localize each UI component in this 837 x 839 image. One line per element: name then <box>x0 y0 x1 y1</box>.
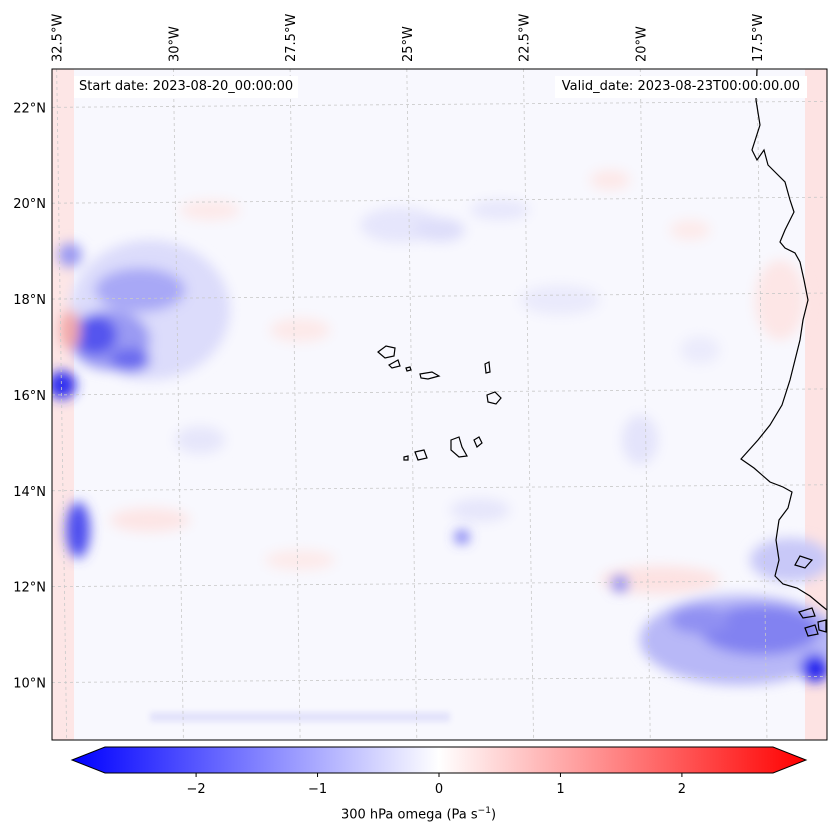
island-santa-luzia <box>405 366 412 372</box>
coast-islet-1 <box>794 555 814 569</box>
colorbar-tick-label: −1 <box>308 782 327 797</box>
coastlines <box>740 69 827 637</box>
lon-tick-label: 32.5°W <box>51 14 66 62</box>
colorbar-tick-label: 0 <box>435 782 443 797</box>
colorbar-body <box>70 746 808 774</box>
island-santo-antao <box>377 345 396 359</box>
island-fogo <box>414 449 428 461</box>
lon-tick-label: 20°W <box>634 26 649 62</box>
meridian-line <box>639 69 651 740</box>
colorbar-ticks: −2 −1 0 1 2 <box>187 773 686 797</box>
meridian-line <box>56 69 68 740</box>
lon-tick-label: 25°W <box>401 26 416 62</box>
meridian-line <box>289 69 301 740</box>
african-coastline <box>740 69 827 611</box>
colorbar-title-exponent: −1 <box>477 806 491 816</box>
map-frame <box>51 68 828 741</box>
left-edge-band <box>52 69 74 740</box>
lat-tick-label: 16°N <box>13 389 46 404</box>
lon-tick-label: 30°W <box>167 26 182 62</box>
ascent-region-southeast <box>455 531 827 685</box>
lat-tick-label: 10°N <box>13 676 46 691</box>
lat-tick-label: 20°N <box>13 197 46 212</box>
lat-tick-label: 14°N <box>13 485 46 500</box>
lon-tick-label: 17.5°W <box>751 14 766 62</box>
island-boa-vista <box>486 391 502 405</box>
valid-date-label: Valid_date: 2023-08-23T00:00:00.00 <box>554 76 807 98</box>
colorbar-tick-label: −2 <box>187 782 206 797</box>
meridian-line <box>523 69 534 740</box>
cape-verde-islands <box>377 345 502 461</box>
colorbar-title-close: ) <box>490 807 497 823</box>
colorbar: −2 −1 0 1 2 <box>70 746 808 797</box>
colorbar-title: 300 hPa omega (Pa s−1) <box>0 806 837 822</box>
island-brava <box>403 455 409 461</box>
ascent-region-northwest <box>52 240 230 558</box>
meridian-line <box>756 69 768 740</box>
island-santiago <box>450 436 468 458</box>
latitude-tick-labels: 22°N 20°N 18°N 16°N 14°N 12°N 10°N <box>13 101 46 691</box>
colorbar-title-text: 300 hPa omega (Pa s <box>340 807 478 823</box>
island-maio <box>473 436 483 448</box>
weak-anomalies <box>110 170 805 594</box>
lat-tick-label: 12°N <box>13 581 46 596</box>
meridian-line <box>172 69 184 740</box>
colorbar-tick-label: 2 <box>678 782 686 797</box>
coast-islet-4 <box>817 619 827 633</box>
lat-tick-label: 22°N <box>13 101 46 116</box>
longitude-tick-labels: 32.5°W 30°W 27.5°W 25°W 22.5°W 20°W 17.5°W <box>51 14 766 62</box>
meridian-line <box>406 69 418 740</box>
island-sao-nicolau <box>419 371 441 380</box>
start-date-label: Start date: 2023-08-20_00:00:00 <box>74 76 299 98</box>
lon-tick-label: 27.5°W <box>284 14 299 62</box>
coast-islet-2 <box>798 607 816 619</box>
island-sao-vicente <box>388 359 401 369</box>
omega-field <box>52 69 827 740</box>
coast-islet-3 <box>804 624 819 637</box>
lat-tick-label: 18°N <box>13 293 46 308</box>
lon-tick-label: 22.5°W <box>518 14 533 62</box>
colorbar-tick-label: 1 <box>556 782 564 797</box>
graticule <box>52 69 827 740</box>
island-sal <box>484 361 491 374</box>
